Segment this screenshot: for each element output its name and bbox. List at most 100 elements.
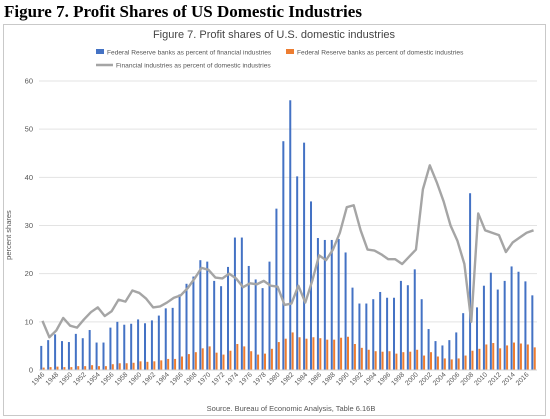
bar-fed-dom — [208, 346, 211, 370]
bar-fed-fin — [116, 321, 119, 370]
bar-fed-dom — [153, 361, 156, 370]
bar-fed-dom — [512, 342, 515, 370]
y-tick-label: 40 — [25, 173, 33, 182]
x-tick-label: 1968 — [183, 371, 199, 387]
bar-fed-dom — [533, 347, 536, 370]
y-tick-label: 0 — [29, 366, 33, 375]
bar-fed-dom — [464, 355, 467, 370]
bar-fed-fin — [289, 100, 292, 371]
y-axis-label: percent shares — [4, 210, 13, 260]
x-tick-label: 1952 — [72, 371, 88, 387]
x-tick-label: 2006 — [446, 371, 462, 387]
bar-fed-fin — [144, 323, 147, 370]
bar-fed-dom — [250, 351, 253, 370]
bar-fed-fin — [358, 303, 361, 370]
bar-fed-dom — [270, 348, 273, 370]
bar-fed-fin — [206, 261, 209, 370]
x-tick-label: 1988 — [321, 371, 337, 387]
bar-fed-fin — [448, 340, 451, 370]
bar-fed-dom — [333, 339, 336, 370]
bar-fed-dom — [409, 351, 412, 370]
y-tick-label: 50 — [25, 125, 33, 134]
bar-fed-fin — [496, 289, 499, 370]
bar-fed-fin — [455, 332, 458, 370]
x-tick-label: 1984 — [294, 371, 310, 387]
x-tick-label: 1958 — [114, 371, 130, 387]
bar-fed-dom — [63, 367, 66, 370]
bar-fed-dom — [506, 345, 509, 370]
bar-fed-dom — [243, 346, 246, 370]
bar-fed-fin — [95, 342, 98, 370]
bar-fed-dom — [312, 337, 315, 370]
bar-fed-fin — [282, 141, 285, 370]
bar-fed-dom — [471, 350, 474, 370]
bar-fed-fin — [185, 283, 188, 370]
bar-fed-dom — [402, 352, 405, 370]
x-tick-label: 1976 — [238, 371, 254, 387]
bar-fed-dom — [104, 366, 107, 370]
x-tick-label: 2012 — [487, 371, 503, 387]
legend-label-fin-dom: Financial industries as percent of domes… — [116, 63, 271, 70]
x-tick-label: 1960 — [128, 371, 144, 387]
bar-fed-fin — [344, 252, 347, 370]
x-tick-label: 1966 — [169, 371, 185, 387]
bar-fed-dom — [423, 355, 426, 370]
bar-fed-fin — [434, 341, 437, 370]
bar-fed-dom — [91, 365, 94, 370]
bar-fed-fin — [476, 307, 479, 370]
bar-fed-fin — [199, 260, 202, 370]
bar-fed-fin — [192, 276, 195, 370]
bar-fed-dom — [443, 358, 446, 370]
x-tick-labels: 1946194819501952195419561958196019621964… — [31, 371, 531, 387]
bar-fed-fin — [406, 285, 409, 370]
bar-fed-fin — [227, 266, 230, 370]
bar-fed-dom — [97, 366, 100, 370]
legend-label-fed-fin: Federal Reserve banks as percent of fina… — [107, 50, 272, 57]
bar-fed-dom — [388, 351, 391, 370]
x-tick-label: 1974 — [224, 371, 240, 387]
bar-fed-fin — [67, 342, 70, 370]
bar-fed-dom — [174, 358, 177, 370]
bar-fed-fin — [137, 319, 140, 370]
x-tick-label: 2016 — [515, 371, 531, 387]
bar-fed-fin — [164, 308, 167, 370]
bar-fed-dom — [229, 350, 232, 370]
bar-fed-dom — [526, 344, 529, 370]
bar-fed-fin — [399, 280, 402, 370]
x-tick-label: 1972 — [211, 371, 227, 387]
bar-fed-fin — [462, 313, 465, 370]
x-tick-label: 1970 — [197, 371, 213, 387]
bar-fed-fin — [171, 307, 174, 370]
bar-fed-dom — [84, 366, 87, 370]
bar-fed-fin — [386, 297, 389, 370]
bar-fed-fin — [268, 261, 271, 370]
bar-fed-fin — [393, 297, 396, 370]
legend-swatch-fed-dom — [286, 49, 294, 54]
bar-fed-dom — [457, 358, 460, 370]
bar-fed-fin — [254, 279, 257, 370]
x-tick-label: 2004 — [432, 371, 448, 387]
bar-fed-dom — [326, 339, 329, 370]
bar-fed-dom — [436, 356, 439, 370]
x-tick-label: 1980 — [266, 371, 282, 387]
bar-fed-dom — [125, 363, 128, 370]
y-tick-label: 60 — [25, 77, 33, 86]
bar-fed-fin — [379, 291, 382, 370]
bar-fed-fin — [178, 294, 181, 370]
bar-fed-dom — [257, 354, 260, 370]
bar-fed-dom — [478, 348, 481, 370]
line-series-financial — [41, 164, 534, 339]
bar-fed-fin — [503, 280, 506, 370]
x-tick-label: 1950 — [58, 371, 74, 387]
bar-fed-fin — [61, 341, 64, 370]
bar-fed-dom — [492, 343, 495, 370]
bar-fed-fin — [54, 334, 57, 370]
bar-fed-dom — [519, 343, 522, 370]
bar-fed-dom — [201, 348, 204, 370]
x-tick-label: 2002 — [418, 371, 434, 387]
chart-title: Figure 7. Profit shares of U.S. domestic… — [153, 29, 396, 41]
bar-fed-fin — [40, 345, 43, 370]
bar-fed-dom — [298, 337, 301, 370]
bar-fed-fin — [81, 338, 84, 370]
bar-fed-fin — [323, 239, 326, 370]
